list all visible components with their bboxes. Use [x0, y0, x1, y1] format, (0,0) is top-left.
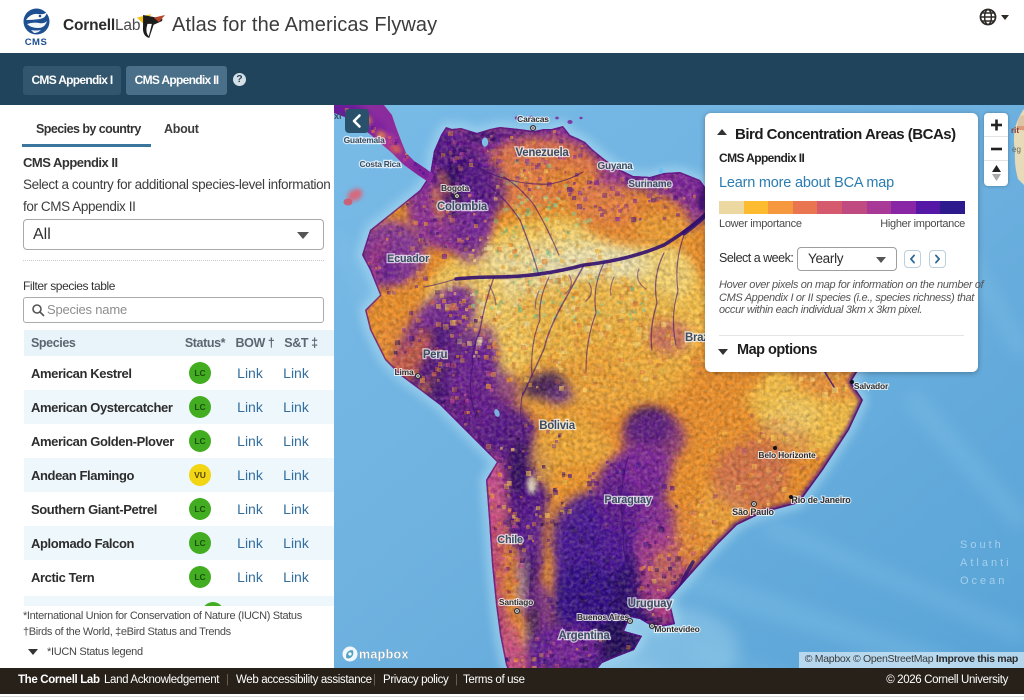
svg-text:Lima: Lima	[394, 367, 414, 377]
svg-text:Belo Horizonte: Belo Horizonte	[758, 450, 816, 460]
svg-text:Suriname: Suriname	[628, 179, 672, 190]
svg-text:eg: eg	[1012, 145, 1021, 154]
svg-text:Buenos Aires: Buenos Aires	[577, 612, 630, 622]
svg-text:Guatemala: Guatemala	[344, 135, 385, 145]
svg-text:South: South	[960, 539, 1004, 551]
svg-text:Ecuador: Ecuador	[387, 253, 430, 265]
svg-text:Rio de Janeiro: Rio de Janeiro	[791, 495, 851, 505]
svg-text:Peru: Peru	[423, 349, 448, 361]
svg-text:Uruguay: Uruguay	[628, 598, 673, 610]
svg-text:Bolivia: Bolivia	[539, 420, 576, 432]
svg-text:Ocean: Ocean	[960, 575, 1007, 587]
svg-text:mapbox: mapbox	[359, 648, 408, 662]
svg-text:Bogota: Bogota	[441, 183, 470, 193]
svg-text:São Paulo: São Paulo	[732, 507, 774, 517]
svg-text:Caracas: Caracas	[517, 114, 549, 124]
svg-text:Salvador: Salvador	[854, 381, 889, 391]
svg-text:Costa Rica: Costa Rica	[360, 159, 402, 169]
svg-text:Guyana: Guyana	[598, 161, 634, 172]
svg-text:xi: xi	[334, 111, 342, 121]
svg-text:Montevideo: Montevideo	[654, 624, 699, 634]
svg-text:Paraguay: Paraguay	[604, 494, 652, 506]
svg-text:Santiago: Santiago	[499, 597, 533, 607]
svg-text:Chile: Chile	[497, 534, 523, 546]
svg-text:Atlanti: Atlanti	[960, 557, 1012, 569]
svg-text:Argentina: Argentina	[559, 630, 611, 642]
svg-text:Colombia: Colombia	[437, 201, 488, 213]
svg-text:rit: rit	[1011, 126, 1019, 135]
svg-text:Venezuela: Venezuela	[516, 147, 570, 159]
